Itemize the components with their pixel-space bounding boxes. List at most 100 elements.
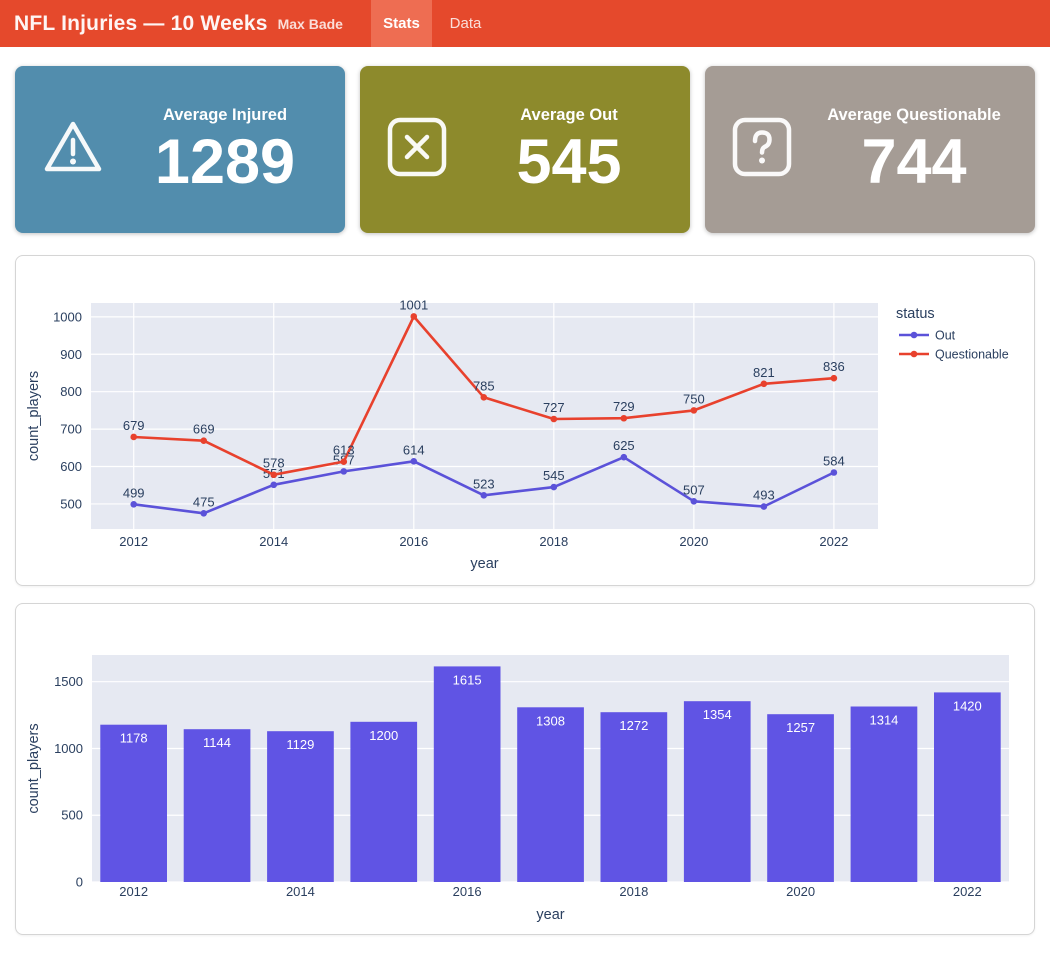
bar-2018[interactable] [600, 712, 668, 882]
x-tick-label: 2022 [819, 534, 848, 549]
app-header: NFL Injuries — 10 Weeks Max Bade Stats D… [0, 0, 1050, 47]
y-tick-label: 1000 [53, 309, 82, 324]
point-label-questionable-2022: 836 [823, 359, 845, 374]
bar-chart-card: 0 500 1000 1500 1178 2012 1144 1129 2014 1200 1615… [15, 603, 1035, 935]
point-label-questionable-2015: 613 [333, 443, 355, 458]
bar-value-label-2020: 1257 [786, 720, 815, 735]
point-out-2021[interactable] [760, 503, 768, 510]
point-label-questionable-2019: 729 [613, 399, 635, 414]
bar-2013[interactable] [183, 729, 251, 882]
point-out-2015[interactable] [340, 468, 348, 475]
bar-value-label-2013: 1144 [203, 735, 231, 750]
y-tick-label: 800 [60, 384, 82, 399]
point-questionable-2019[interactable] [620, 414, 628, 422]
point-out-2019[interactable] [620, 453, 628, 461]
y-tick-label: 900 [60, 347, 82, 362]
line-chart[interactable]: 500 600 700 800 900 1000 2012 2014 2016 2018 2020 2… [16, 256, 1034, 585]
point-questionable-2016[interactable] [410, 313, 418, 320]
point-questionable-2018[interactable] [550, 415, 558, 423]
bar-2021[interactable] [850, 706, 918, 883]
legend-item-out[interactable]: Out [899, 329, 956, 343]
tab-stats[interactable]: Stats [371, 0, 432, 47]
point-label-out-2017: 523 [473, 476, 495, 491]
card-average-injured: Average Injured 1289 [15, 66, 345, 233]
bar-2020[interactable] [767, 714, 834, 882]
bar-value-label-2015: 1200 [369, 728, 398, 743]
x-tick-label: 2020 [679, 534, 708, 549]
bar-value-label-2021: 1314 [869, 713, 898, 728]
point-questionable-2015[interactable] [340, 458, 348, 465]
x-tick-label: 2012 [119, 534, 148, 549]
card-title: Average Injured [162, 105, 288, 124]
y-tick-label: 0 [76, 875, 83, 890]
bar-2017[interactable] [517, 707, 584, 882]
point-out-2012[interactable] [130, 501, 138, 508]
point-out-2014[interactable] [270, 481, 278, 489]
bar-2015[interactable] [350, 721, 418, 882]
x-tick-label: 2014 [259, 534, 288, 549]
legend-title: status [896, 306, 935, 322]
bar-value-label-2012: 1178 [120, 731, 148, 746]
point-questionable-2012[interactable] [130, 433, 138, 441]
x-tick-label: 2022 [953, 884, 982, 899]
x-tick-label: 2018 [619, 884, 648, 899]
bar-value-label-2016: 1615 [453, 672, 482, 687]
point-label-out-2013: 475 [193, 494, 215, 509]
card-value: 1289 [154, 126, 296, 197]
point-questionable-2017[interactable] [480, 393, 488, 401]
point-label-out-2016: 614 [403, 442, 425, 457]
question-square-icon [731, 116, 793, 183]
point-out-2017[interactable] [480, 492, 488, 499]
bar-value-label-2014: 1129 [286, 737, 314, 752]
point-label-questionable-2013: 669 [193, 422, 215, 437]
bar-chart[interactable]: 0 500 1000 1500 1178 2012 1144 1129 2014 1200 1615… [16, 604, 1034, 934]
warning-triangle-icon [41, 117, 105, 182]
legend-label: Questionable [935, 348, 1009, 362]
y-axis-title: count_players [26, 371, 42, 461]
point-questionable-2020[interactable] [690, 407, 698, 414]
point-label-out-2022: 584 [823, 454, 845, 469]
point-label-questionable-2016: 1001 [399, 297, 428, 312]
point-questionable-2014[interactable] [270, 471, 278, 479]
x-tick-label: 2018 [539, 534, 568, 549]
card-value: 545 [516, 126, 622, 197]
point-label-questionable-2018: 727 [543, 400, 565, 415]
point-label-questionable-2020: 750 [683, 391, 705, 406]
bar-2022[interactable] [934, 692, 1001, 882]
y-tick-label: 500 [61, 808, 83, 823]
point-questionable-2013[interactable] [200, 437, 208, 444]
point-label-out-2012: 499 [123, 485, 145, 500]
plot-area[interactable] [91, 303, 878, 529]
point-out-2020[interactable] [690, 498, 698, 505]
x-tick-label: 2016 [453, 884, 482, 899]
point-out-2013[interactable] [200, 509, 208, 517]
line-chart-card: 500 600 700 800 900 1000 2012 2014 2016 2018 2020 2… [15, 255, 1035, 586]
legend-label: Out [935, 329, 956, 343]
legend-item-questionable[interactable]: Questionable [899, 348, 1009, 362]
point-label-questionable-2021: 821 [753, 365, 775, 380]
x-axis-title: year [536, 907, 564, 923]
point-questionable-2021[interactable] [760, 380, 768, 388]
point-out-2018[interactable] [550, 483, 558, 491]
y-tick-label: 1500 [54, 674, 83, 689]
card-average-out: Average Out 545 [360, 66, 690, 233]
card-title: Average Questionable [827, 105, 1001, 124]
bar-2016[interactable] [433, 666, 501, 882]
y-tick-label: 600 [60, 459, 82, 474]
card-average-questionable: Average Questionable 744 [705, 66, 1035, 233]
bar-2014[interactable] [267, 731, 334, 882]
point-questionable-2022[interactable] [830, 374, 838, 382]
x-square-icon [386, 116, 448, 183]
x-tick-label: 2016 [399, 534, 428, 549]
point-label-out-2018: 545 [543, 468, 565, 483]
point-out-2022[interactable] [830, 469, 838, 476]
tab-data[interactable]: Data [449, 15, 482, 32]
bar-2012[interactable] [100, 724, 167, 882]
bar-value-label-2019: 1354 [703, 707, 732, 722]
card-value: 744 [861, 126, 967, 197]
point-out-2016[interactable] [410, 457, 418, 465]
point-label-questionable-2014: 578 [263, 456, 285, 471]
bar-2019[interactable] [683, 701, 751, 882]
tab-bar: Stats Data [371, 0, 496, 47]
app-subtitle: Max Bade [277, 15, 343, 32]
